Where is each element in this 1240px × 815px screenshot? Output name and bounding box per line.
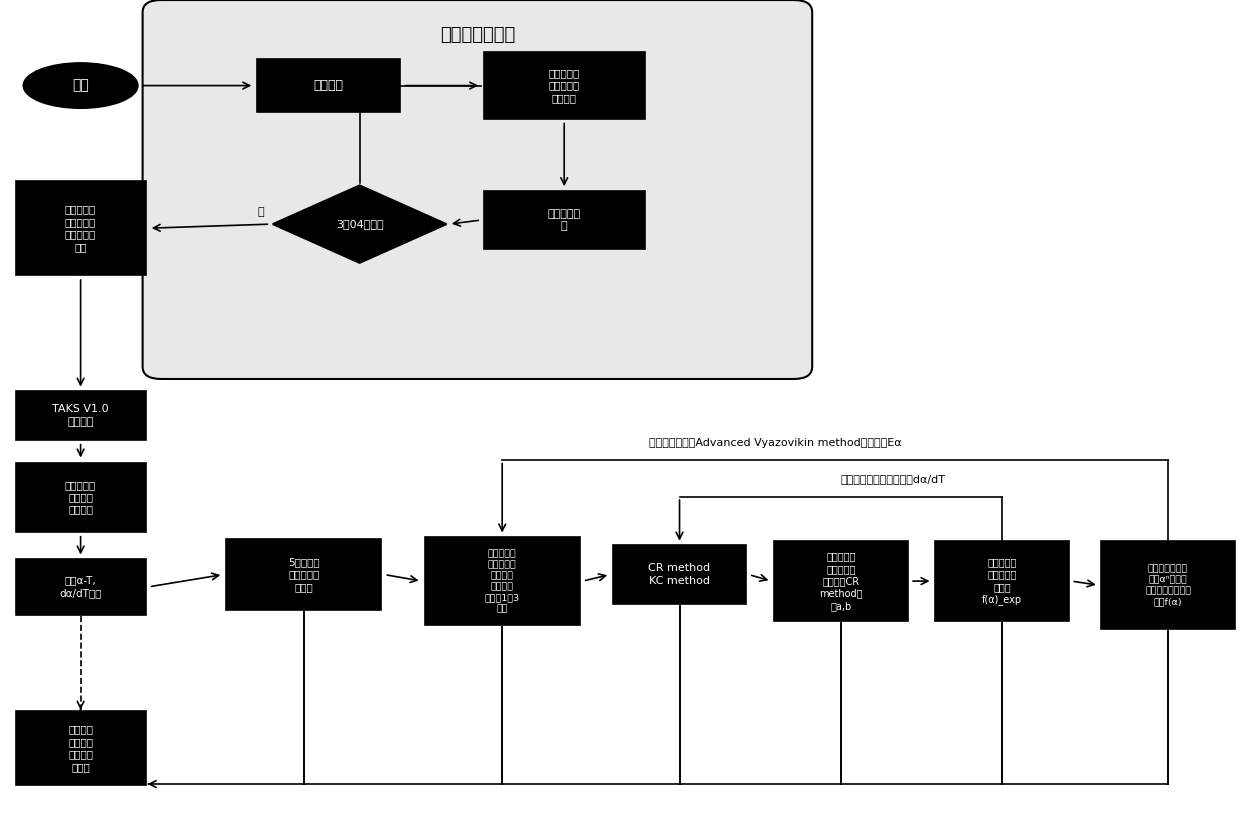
Text: 热重实验列
试: 热重实验列 试 xyxy=(548,209,580,231)
FancyBboxPatch shape xyxy=(613,545,746,604)
Text: 计算α-T,
dα/dT关系: 计算α-T, dα/dT关系 xyxy=(60,575,102,598)
Text: 热重分析仪测试: 热重分析仪测试 xyxy=(440,26,515,44)
Polygon shape xyxy=(273,186,446,262)
FancyBboxPatch shape xyxy=(424,537,580,625)
Text: 调节热重分
析仪、设置
测试参数: 调节热重分 析仪、设置 测试参数 xyxy=(548,68,580,103)
FancyBboxPatch shape xyxy=(16,559,146,615)
Text: 开始: 开始 xyxy=(72,78,89,93)
Text: 对动力合成应模
型用αⁿ进行修
正，求解修正机理
函数f(α): 对动力合成应模 型用αⁿ进行修 正，求解修正机理 函数f(α) xyxy=(1145,564,1192,606)
FancyBboxPatch shape xyxy=(226,539,382,610)
Text: 3戔04次列试: 3戔04次列试 xyxy=(336,219,383,229)
FancyBboxPatch shape xyxy=(774,541,908,621)
Text: 5种等转化
率方法求解
活化能: 5种等转化 率方法求解 活化能 xyxy=(288,557,320,592)
Text: 利用动力学
补塗效应对
题上一步CR
method中
的a,b: 利用动力学 补塗效应对 题上一步CR method中 的a,b xyxy=(818,551,863,611)
FancyBboxPatch shape xyxy=(16,181,146,275)
Text: 否: 否 xyxy=(374,71,382,81)
FancyBboxPatch shape xyxy=(484,52,645,119)
Text: 求解基于实
验数据的机
理函数
f(α)_exp: 求解基于实 验数据的机 理函数 f(α)_exp xyxy=(982,557,1022,606)
Text: TAKS V1.0
提取数据: TAKS V1.0 提取数据 xyxy=(52,404,109,427)
Text: 制备样品: 制备样品 xyxy=(314,79,343,92)
Text: 是: 是 xyxy=(257,207,264,217)
FancyBboxPatch shape xyxy=(16,462,146,531)
Text: 多重升温速
率模式下热
重测试原始
数据: 多重升温速 率模式下热 重测试原始 数据 xyxy=(64,205,97,252)
Text: 以指定转化
区间提取
有效数据: 以指定转化 区间提取 有效数据 xyxy=(64,480,97,514)
FancyBboxPatch shape xyxy=(258,59,399,112)
Text: 求解拟合区间归一化后的dα/dT: 求解拟合区间归一化后的dα/dT xyxy=(841,474,945,484)
FancyBboxPatch shape xyxy=(16,391,146,440)
FancyBboxPatch shape xyxy=(1101,541,1235,629)
FancyBboxPatch shape xyxy=(484,191,645,249)
FancyBboxPatch shape xyxy=(16,711,146,785)
FancyBboxPatch shape xyxy=(935,541,1069,621)
Text: CR method
KC method: CR method KC method xyxy=(649,563,711,586)
Text: 此处模型匹
配法的转化
区间归一
化（可同
时匹和1～3
段）: 此处模型匹 配法的转化 区间归一 化（可同 时匹和1～3 段） xyxy=(485,548,520,614)
Text: 图形、数
据、报告
记录等文
件导出: 图形、数 据、报告 记录等文 件导出 xyxy=(68,725,93,772)
FancyBboxPatch shape xyxy=(143,0,812,379)
Ellipse shape xyxy=(24,63,138,108)
Text: 利用最为准确的Advanced Vyazovikin method求解出的Eα: 利用最为准确的Advanced Vyazovikin method求解出的Eα xyxy=(649,438,901,447)
